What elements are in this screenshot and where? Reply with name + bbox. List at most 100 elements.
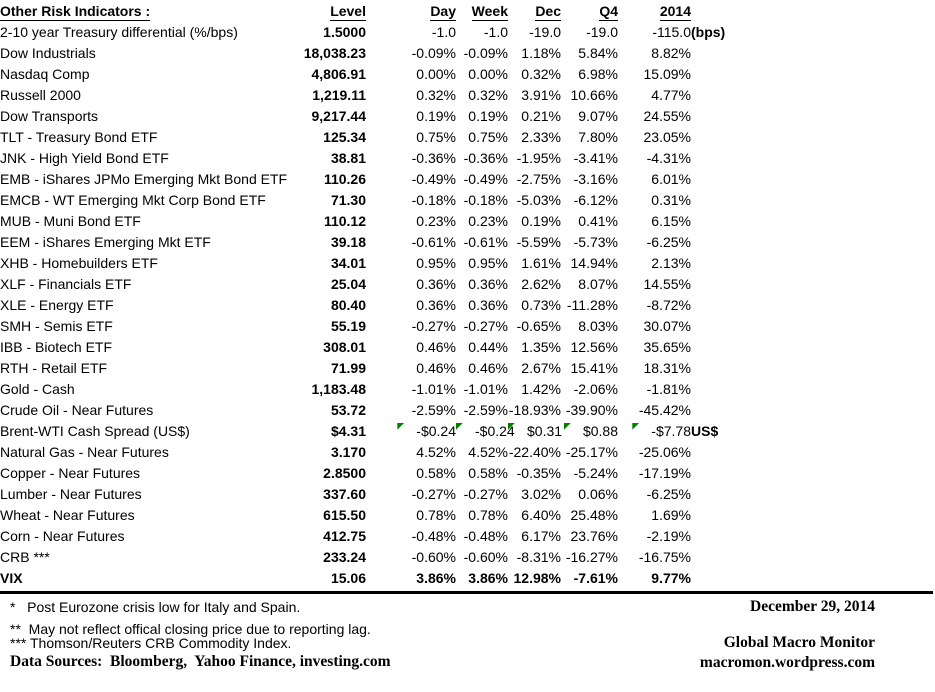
cell-level: 1,183.48 — [311, 381, 367, 397]
data-sources: Data Sources: Bloomberg, Yahoo Finance, … — [10, 653, 391, 670]
row-label: Brent-WTI Cash Spread (US$) — [0, 423, 190, 439]
cell-q4: 10.66% — [570, 87, 618, 103]
table-row: Gold - Cash 1,183.48 -1.01% -1.01% 1.42% -2.0… — [0, 379, 935, 400]
row-label: EMCB - WT Emerging Mkt Corp Bond ETF — [0, 192, 266, 208]
column-header-week: Week — [471, 3, 508, 21]
cell-level: 2.8500 — [323, 465, 366, 481]
cell-y2014: -6.25% — [646, 486, 691, 502]
cell-week: 0.75% — [468, 129, 508, 145]
comment-flag-icon — [456, 422, 463, 430]
cell-level: 1,219.11 — [312, 87, 366, 103]
cell-q4: -11.28% — [566, 297, 618, 313]
cell-note — [691, 274, 935, 295]
table-row: Crude Oil - Near Futures 53.72 -2.59% -2.59… — [0, 400, 935, 421]
cell-q4: 15.41% — [570, 360, 618, 376]
cell-dec: 2.67% — [521, 360, 561, 376]
cell-day: -$0.24 — [366, 421, 456, 442]
cell-note — [691, 358, 935, 379]
cell-level: 3.170 — [330, 444, 366, 460]
report-date: December 29, 2014 — [750, 598, 875, 615]
cell-level: 71.99 — [330, 360, 366, 376]
row-label: EMB - iShares JPMo Emerging Mkt Bond ETF — [0, 171, 288, 187]
column-header-q4: Q4 — [599, 3, 618, 21]
cell-level: 39.18 — [330, 234, 366, 250]
cell-day: 0.75% — [416, 129, 456, 145]
cell-note — [691, 106, 935, 127]
row-label: Lumber - Near Futures — [0, 486, 142, 502]
cell-day: 0.78% — [416, 507, 456, 523]
cell-dec: -2.75% — [516, 171, 561, 187]
cell-day: -0.36% — [411, 150, 456, 166]
cell-dec: 0.19% — [521, 213, 561, 229]
cell-y2014: 6.01% — [651, 171, 691, 187]
cell-dec: 6.17% — [521, 528, 561, 544]
cell-week: 0.58% — [468, 465, 508, 481]
cell-note — [691, 43, 935, 64]
cell-y2014: 8.82% — [651, 45, 691, 61]
cell-day: -0.27% — [411, 318, 456, 334]
cell-note — [691, 463, 935, 484]
cell-level: 337.60 — [323, 486, 366, 502]
cell-q4: -3.16% — [573, 171, 618, 187]
cell-q4: 25.48% — [570, 507, 618, 523]
cell-dec: -22.40% — [508, 444, 561, 460]
cell-level: 38.81 — [330, 150, 366, 166]
cell-dec: $0.31 — [508, 421, 562, 442]
cell-level: 55.19 — [330, 318, 366, 334]
cell-y2014: 6.15% — [651, 213, 691, 229]
cell-week: 0.36% — [468, 276, 508, 292]
table-row: VIX 15.06 3.86% 3.86% 12.98% -7.61% 9.77% — [0, 568, 935, 589]
cell-day: -1.01% — [411, 381, 456, 397]
cell-q4: 6.98% — [578, 66, 618, 82]
cell-dec: 2.62% — [521, 276, 561, 292]
cell-day: 3.86% — [416, 570, 456, 586]
row-label: Gold - Cash — [0, 381, 75, 397]
cell-note — [691, 295, 935, 316]
cell-y2014: -$7.78 — [618, 421, 691, 442]
cell-dec: -1.95% — [516, 150, 561, 166]
cell-dec: 12.98% — [513, 570, 561, 586]
row-label: CRB *** — [0, 549, 50, 565]
cell-week: -1.01% — [463, 381, 508, 397]
cell-q4: -39.90% — [565, 402, 618, 418]
cell-day: -0.09% — [411, 45, 456, 61]
cell-q4: 0.06% — [578, 486, 618, 502]
cell-note — [691, 400, 935, 421]
row-label: XHB - Homebuilders ETF — [0, 255, 158, 271]
row-label: SMH - Semis ETF — [0, 318, 113, 334]
row-label: EEM - iShares Emerging Mkt ETF — [0, 234, 211, 250]
cell-day: 4.52% — [416, 444, 456, 460]
table-row: XLF - Financials ETF 25.04 0.36% 0.36% 2.62%… — [0, 274, 935, 295]
cell-level: 15.06 — [330, 570, 366, 586]
cell-note — [691, 568, 935, 589]
cell-level: 412.75 — [323, 528, 366, 544]
cell-note — [691, 526, 935, 547]
cell-dec: -0.35% — [516, 465, 561, 481]
cell-q4: 0.41% — [578, 213, 618, 229]
cell-dec: 1.18% — [521, 45, 561, 61]
cell-day: 0.19% — [416, 108, 456, 124]
cell-q4: -3.41% — [573, 150, 618, 166]
cell-note — [691, 337, 935, 358]
cell-note: US$ — [691, 423, 719, 439]
cell-level: 9,217.44 — [311, 108, 367, 124]
table-row: Russell 2000 1,219.11 0.32% 0.32% 3.91% 10.66… — [0, 85, 935, 106]
cell-y2014: -4.31% — [646, 150, 691, 166]
table-header-row: Other Risk Indicators : Level Day Week D… — [0, 1, 935, 22]
column-header-day: Day — [430, 3, 456, 21]
brand-name: Global Macro Monitor — [723, 634, 875, 651]
cell-y2014: -17.19% — [638, 465, 691, 481]
table-title: Other Risk Indicators : — [0, 3, 151, 21]
cell-q4: -2.06% — [573, 381, 618, 397]
column-header-level: Level — [330, 3, 366, 21]
footnote-1: * Post Eurozone crisis low for Italy and… — [10, 599, 301, 615]
cell-note — [691, 169, 935, 190]
cell-y2014: 23.05% — [643, 129, 691, 145]
cell-week: -$0.24 — [456, 421, 515, 442]
row-label: MUB - Muni Bond ETF — [0, 213, 141, 229]
cell-note — [691, 316, 935, 337]
cell-y2014: -6.25% — [646, 234, 691, 250]
cell-q4: -6.12% — [573, 192, 618, 208]
cell-day: 0.46% — [416, 360, 456, 376]
